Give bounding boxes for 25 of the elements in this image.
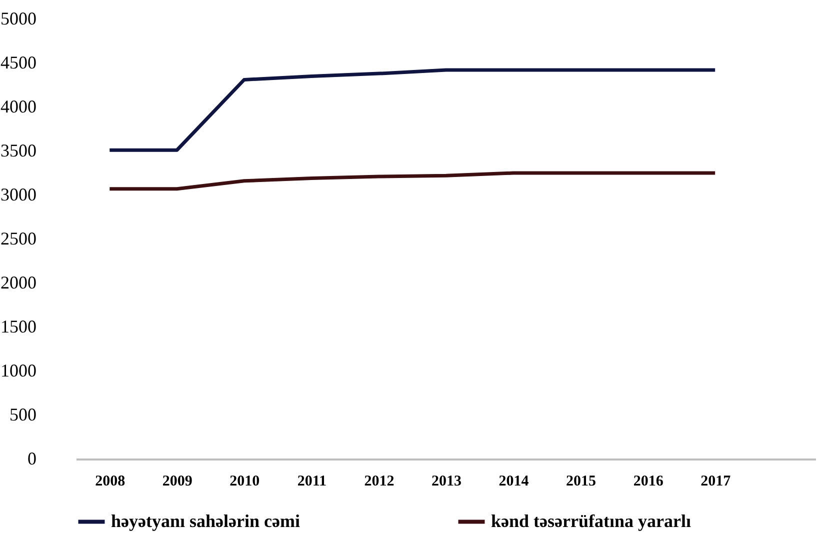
x-tick-label: 2014 [498,474,530,490]
y-tick-label: 2500 [0,228,36,248]
legend-label: həyətyanı sahələrin cəmi [111,510,300,531]
x-tick-label: 2015 [566,474,596,490]
y-tick-label: 500 [10,404,36,424]
x-tick-label: 2012 [364,474,394,490]
x-tick-label: 2017 [700,474,732,490]
y-tick-label: 3000 [0,184,36,204]
x-tick-label: 2010 [230,474,260,490]
y-tick-label: 4000 [0,96,36,116]
x-tick-label: 2009 [162,474,192,490]
y-tick-label: 4500 [0,52,36,72]
x-tick-label: 2008 [95,474,126,490]
line-series [108,171,717,191]
y-tick-label: 0 [28,448,36,468]
line-series [108,68,717,152]
y-tick-label: 1000 [0,360,36,380]
legend-label: kənd təsərrüfatına yararlı [491,510,691,531]
y-tick-label: 5000 [0,8,36,28]
y-tick-label: 3500 [0,140,36,160]
x-tick-label: 2016 [633,474,664,490]
y-tick-label: 1500 [0,316,36,336]
x-tick-label: 2011 [297,474,327,490]
y-tick-label: 2000 [0,272,36,292]
x-tick-label: 2013 [432,474,462,490]
